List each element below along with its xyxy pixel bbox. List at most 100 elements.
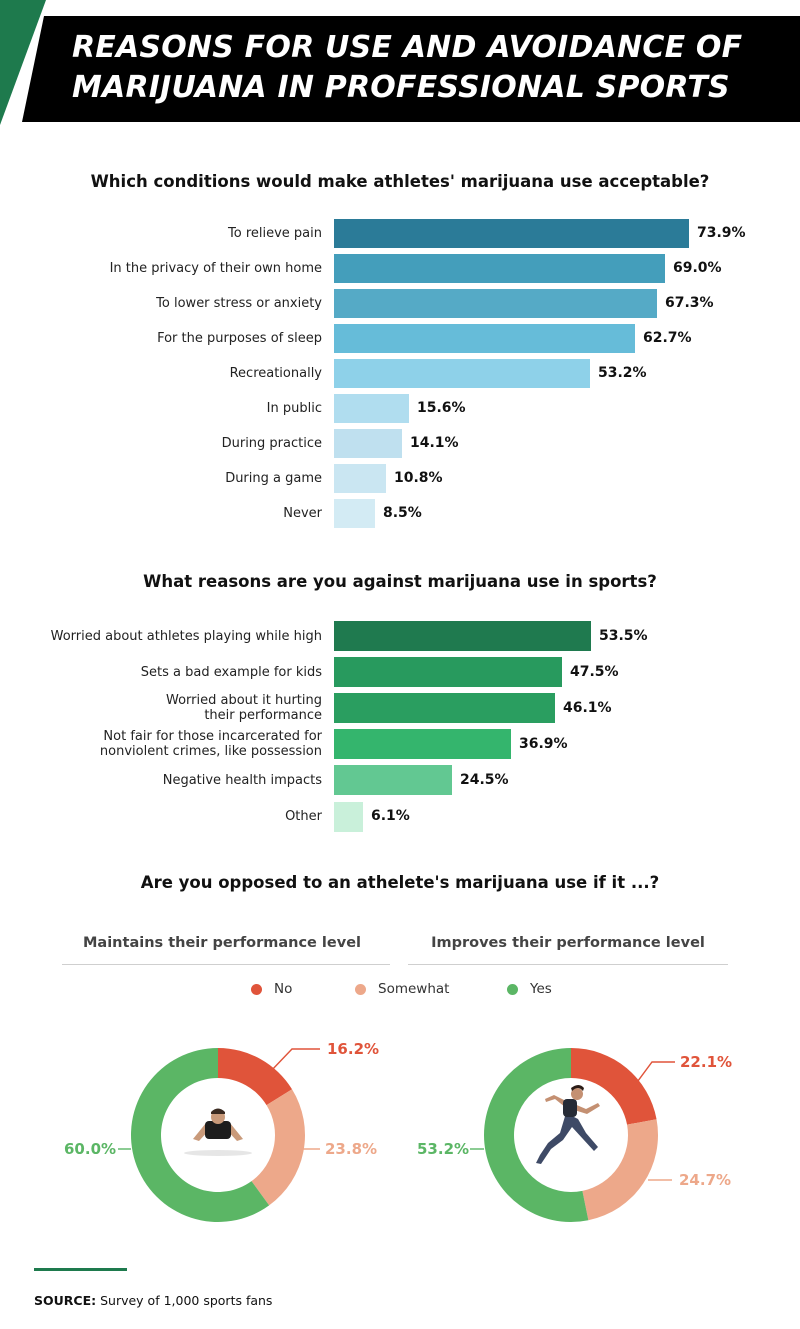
donut-1-somewhat-value: 23.8% [325,1140,378,1158]
bar-value-label: 14.1% [410,435,459,451]
bar-label-line: To relieve pain [228,226,322,241]
bar-value-label: 53.5% [599,627,648,644]
donut-2-slice-yes [484,1048,589,1222]
bar-row: In public 15.6% [0,394,800,423]
donut-1-slice-no [218,1048,293,1106]
bar-row: Never 8.5% [0,499,800,528]
bar-row: Recreationally 53.2% [0,359,800,388]
bar-label-line: nonviolent crimes, like possession [99,744,322,760]
bar-label: Negative health impacts [2,773,322,788]
bar-row: To lower stress or anxiety 67.3% [0,289,800,318]
source-text: Survey of 1,000 sports fans [96,1293,273,1308]
bar [334,621,591,651]
bar-value-label: 8.5% [383,505,422,521]
bar-value-label: 6.1% [371,808,410,824]
bar-label: During practice [2,436,322,451]
bar-label: In the privacy of their own home [2,261,322,276]
legend-dot-yes [507,983,518,995]
bar [334,289,657,318]
bar-row: Worried about it hurting their performanc… [0,693,800,724]
donut-2-center [515,1079,627,1191]
bar [334,254,665,283]
sprinter-athlete-picture [536,1085,600,1164]
bar-row: Not fair for those incarcerated for nonvi… [0,729,800,760]
bar [334,499,375,528]
bar-label-line: Worried about athletes playing while hig… [50,628,322,644]
bar-label-line: For the purposes of sleep [157,331,322,346]
pushup-athlete-picture [184,1108,252,1156]
legend-label-somewhat: Somewhat [378,981,450,997]
bar-label-line: Negative health impacts [162,772,322,788]
pushup-hair [211,1108,225,1114]
bar-value-label: 46.1% [563,699,612,716]
pushup-torso [205,1121,231,1139]
bar-label: Not fair for those incarcerated for nonvi… [2,729,322,759]
bar-value-label: 10.8% [394,470,443,486]
bar [334,729,511,760]
donut-1-no-value: 16.2% [327,1040,380,1058]
bar [334,801,363,832]
bar-row: Other 6.1% [0,801,800,832]
bar-label: In public [2,401,322,416]
bar-label-line: In the privacy of their own home [109,261,322,276]
bar-row: In the privacy of their own home 69.0% [0,254,800,283]
bar-label: For the purposes of sleep [2,331,322,346]
header-banner [22,16,800,122]
bar [334,219,689,248]
legend-label-no: No [274,981,293,997]
bar-row: During a game 10.8% [0,464,800,493]
bar-label-line: During a game [225,471,322,486]
bar-value-label: 53.2% [598,365,647,381]
bar [334,359,590,388]
donut-1-title: Maintains their performance level [83,935,361,951]
bar-label-line: Worried about it hurting [165,693,322,709]
donut-2-somewhat-value: 24.7% [679,1171,732,1189]
bar-chart-1-title: Which conditions would make athletes' ma… [90,172,710,191]
bar-chart-2-title: What reasons are you against marijuana u… [143,572,657,591]
donut-2-rule [408,964,728,965]
donut-1-slice-yes [131,1048,270,1222]
sprinter-arm-back [545,1095,566,1107]
bar-label-line: Other [285,809,322,824]
bar [334,693,555,724]
bar-label-line: During practice [221,436,322,451]
bar-label-line: Recreationally [229,366,322,381]
bar-value-label: 67.3% [665,295,714,311]
donut-2-no-leader [631,1061,675,1090]
bar-label: Worried about it hurting their performanc… [2,693,322,723]
donut-1-no-leader [269,1048,320,1073]
donut-legend: No Somewhat Yes [0,981,800,1001]
bar-label: Worried about athletes playing while hig… [2,629,322,644]
bar-value-label: 62.7% [643,330,692,346]
bar-label-line: To lower stress or anxiety [156,296,322,311]
bar-value-label: 24.5% [460,771,509,788]
bar-label: To relieve pain [2,226,322,241]
pushup-shadow [184,1150,252,1156]
donut-1-slice-somewhat [251,1089,305,1206]
donut-2-slice-somewhat [582,1119,658,1221]
bar-value-label: 36.9% [519,735,568,752]
page-title: REASONS FOR USE AND AVOIDANCE OF MARIJUA… [72,30,743,105]
bar [334,324,635,353]
sprinter-legs [536,1113,598,1164]
bar-row: Negative health impacts 24.5% [0,765,800,796]
bar [334,464,386,493]
bar [334,429,402,458]
bar-label: Other [2,809,322,824]
donut-1-rule [62,964,390,965]
bar-value-label: 15.6% [417,400,466,416]
bar-label: To lower stress or anxiety [2,296,322,311]
bar-row: Sets a bad example for kids 47.5% [0,657,800,688]
source-note: SOURCE: Survey of 1,000 sports fans [34,1293,272,1308]
legend-dot-somewhat [355,983,366,995]
donut-section-title: Are you opposed to an athelete's marijua… [140,873,660,892]
bar-label: During a game [2,471,322,486]
bar-label-line: In public [266,401,322,416]
legend-label-yes: Yes [530,981,552,997]
donut-2-title: Improves their performance level [431,935,705,951]
header-accent-stripe [0,0,46,125]
legend-item-somewhat: Somewhat [355,981,449,997]
sprinter-arm-front [571,1103,600,1114]
bar-label-line: Sets a bad example for kids [140,664,322,680]
bar-value-label: 73.9% [697,225,746,241]
